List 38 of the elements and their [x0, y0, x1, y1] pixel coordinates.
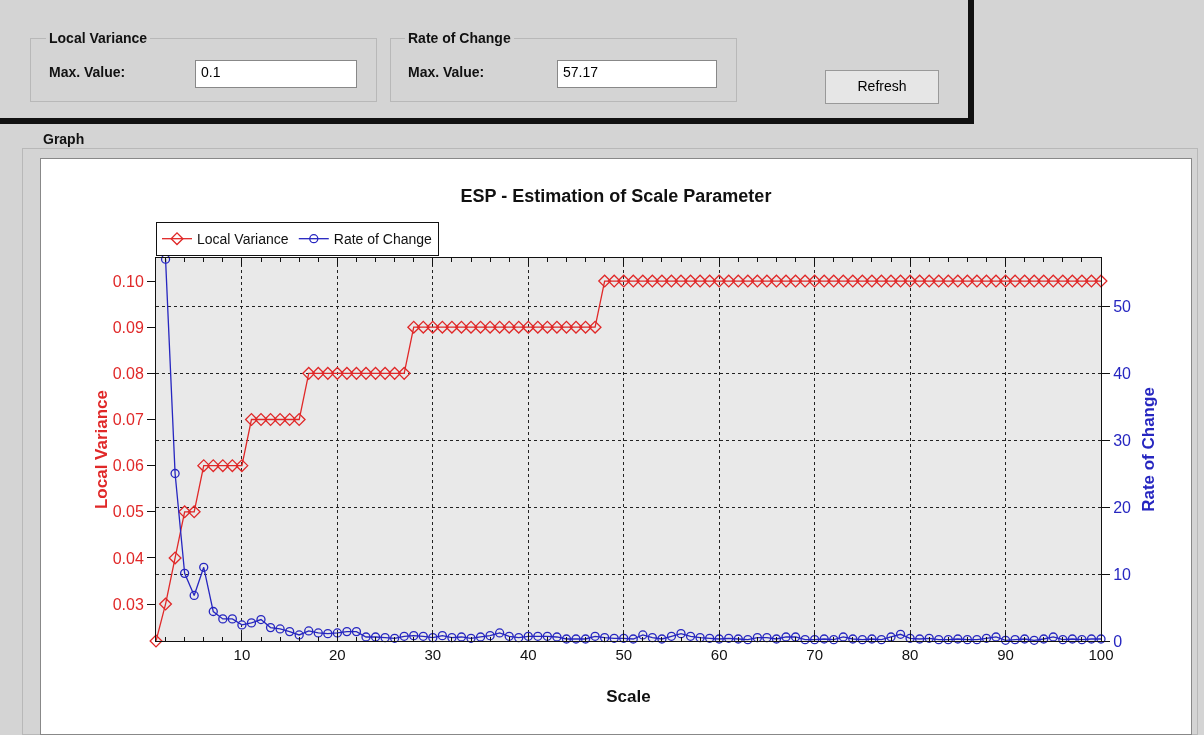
x-tick-label: 70 [806, 646, 823, 663]
y-tick-label: 0.10 [112, 272, 144, 290]
chart-title: ESP - Estimation of Scale Parameter [460, 185, 772, 206]
y-tick-label: 0.07 [112, 411, 144, 429]
text-field: 57.17 [557, 60, 717, 88]
y2-tick-label: 20 [1113, 498, 1132, 516]
y-tick-label: 0.04 [112, 549, 144, 567]
x-axis-title: Scale [606, 687, 651, 706]
x-tick-label: 60 [710, 646, 728, 663]
y2-tick-label: 40 [1113, 364, 1132, 382]
text: Local Variance [46, 30, 151, 46]
x-tick-label: 50 [615, 646, 633, 663]
x-tick-label: 80 [901, 646, 919, 663]
x-tick-label: 40 [519, 646, 537, 663]
text: Rate of Change [405, 30, 514, 46]
y-tick-label: 0.09 [112, 318, 144, 336]
y2-tick-label: 30 [1113, 431, 1132, 449]
x-tick-label: 10 [233, 646, 251, 663]
text: Max. Value: [405, 64, 488, 80]
y-axis-title: Local Variance [91, 389, 111, 510]
x-tick-label: 20 [329, 646, 346, 663]
button: Refresh [825, 70, 939, 104]
y-tick-label: 0.05 [112, 503, 144, 521]
x-tick-label: 100 [1088, 646, 1114, 663]
x-tick-label: 90 [997, 646, 1014, 663]
text: Graph [40, 131, 88, 147]
text-field: 0.1 [195, 60, 357, 88]
legend-label: Rate of Change [333, 231, 433, 248]
y2-tick-label: 10 [1113, 565, 1132, 583]
x-tick-label: 30 [424, 646, 442, 663]
y-tick-label: 0.03 [112, 595, 144, 613]
y-tick-label: 0.08 [112, 364, 144, 382]
y-tick-label: 0.06 [112, 457, 144, 475]
y2-axis-title: Rate of Change [1138, 387, 1158, 512]
text: Max. Value: [46, 64, 129, 80]
y2-tick-label: 50 [1113, 297, 1132, 315]
legend-label: Local Variance [197, 231, 289, 248]
y2-tick-label: 0 [1113, 632, 1123, 650]
